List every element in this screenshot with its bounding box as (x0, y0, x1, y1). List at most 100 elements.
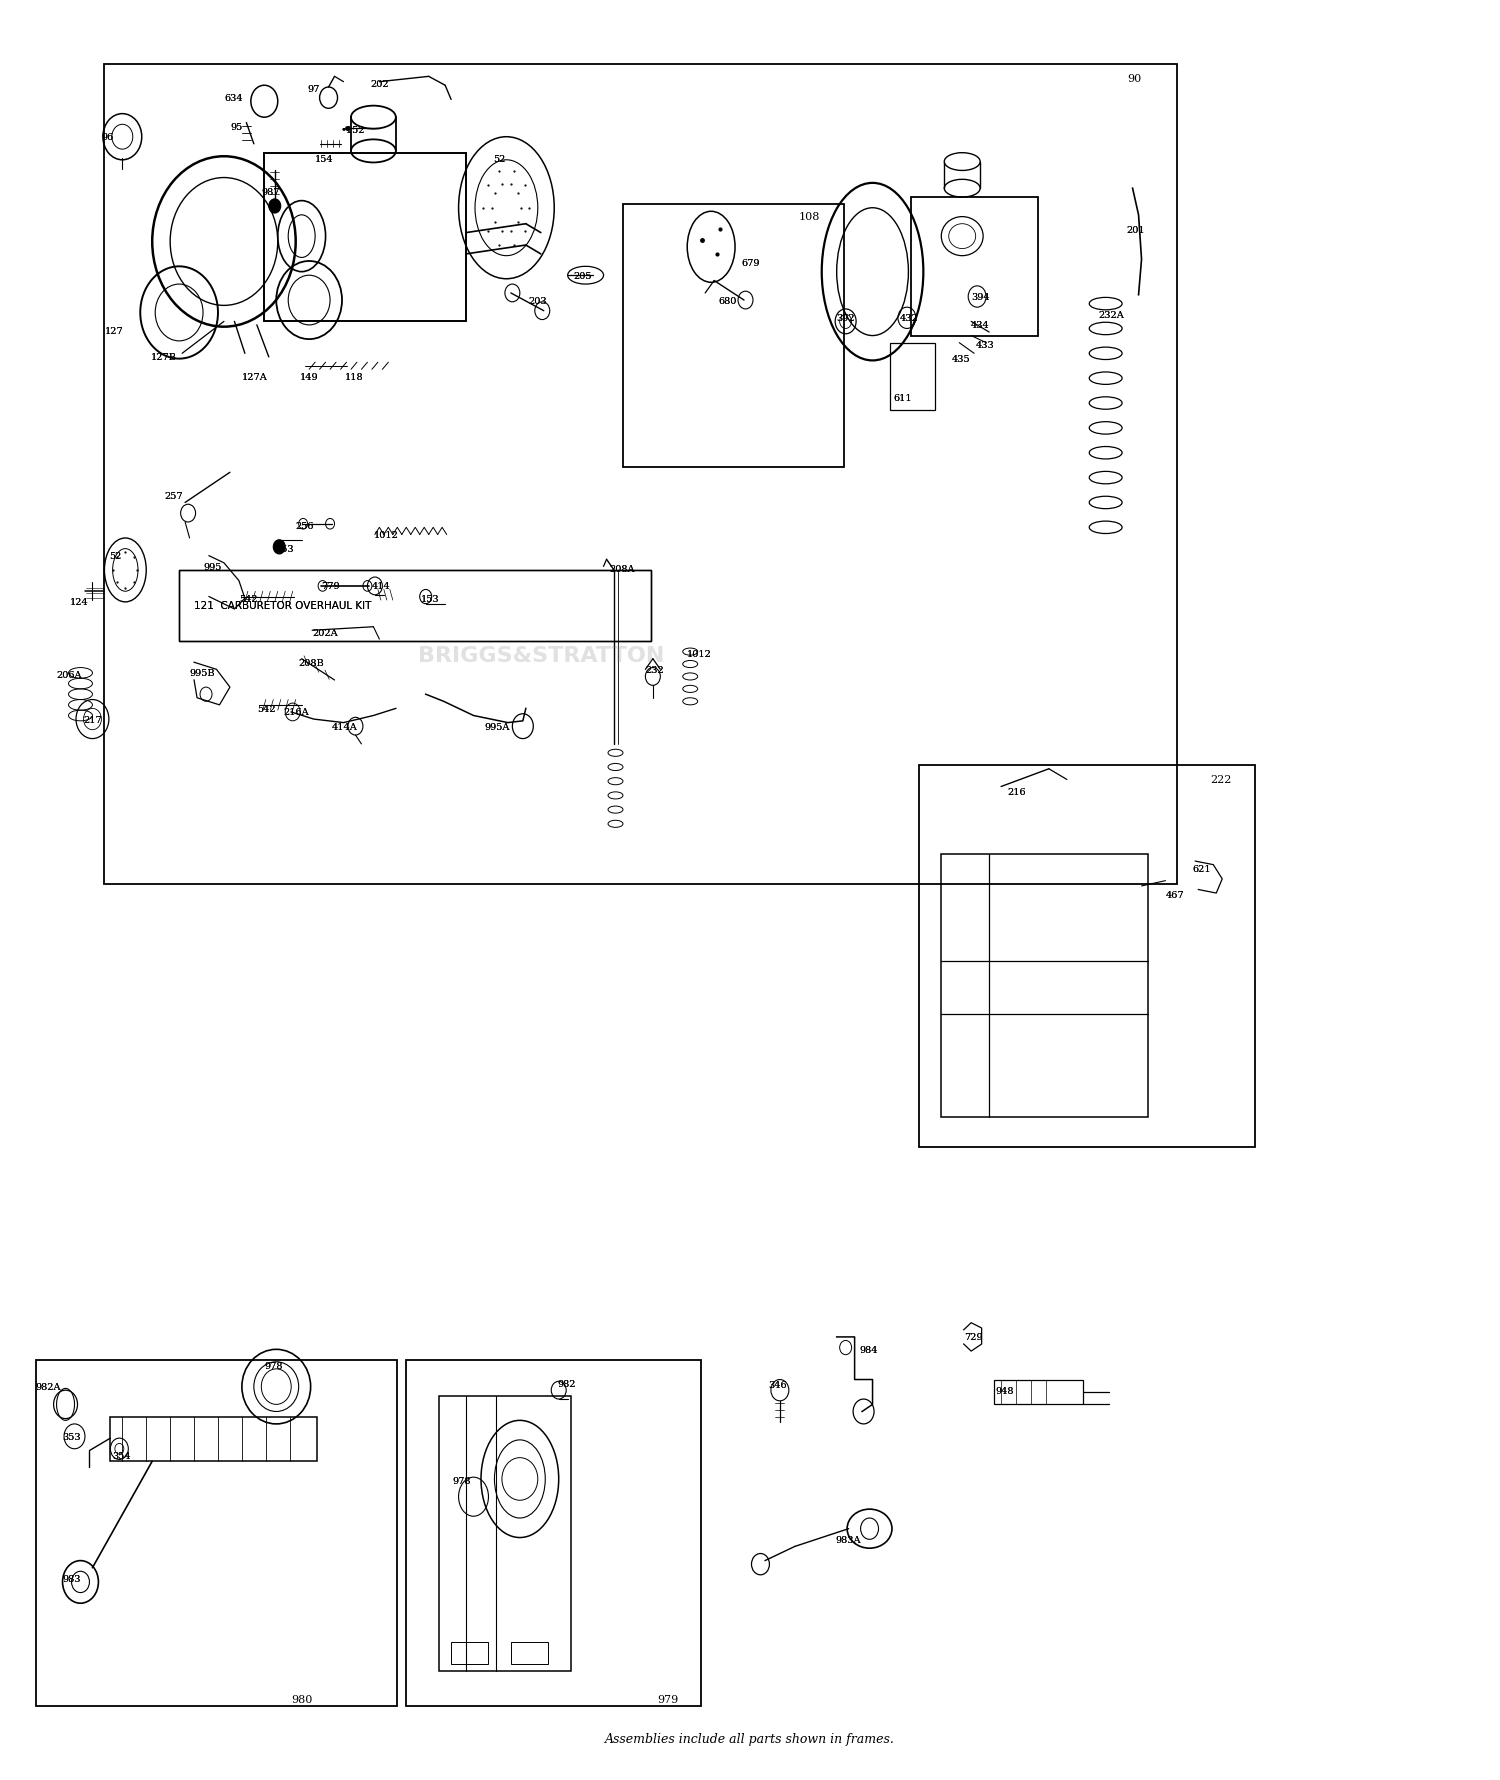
Text: 121  CARBURETOR OVERHAUL KIT: 121 CARBURETOR OVERHAUL KIT (194, 602, 372, 611)
Text: 434: 434 (970, 320, 990, 331)
Text: 948: 948 (994, 1387, 1014, 1396)
Text: 779: 779 (321, 582, 339, 591)
Bar (36, 1360, 398, 1707)
Text: 95: 95 (230, 123, 242, 132)
Text: 392: 392 (837, 313, 855, 324)
Text: 203: 203 (530, 297, 548, 306)
Text: 982A: 982A (36, 1383, 62, 1392)
Text: 433: 433 (975, 340, 994, 349)
Text: 208A: 208A (609, 564, 634, 573)
Text: 978: 978 (453, 1476, 471, 1485)
Text: 1012: 1012 (374, 530, 399, 539)
Text: 153: 153 (276, 545, 296, 554)
Text: 124: 124 (70, 598, 88, 607)
Text: 983A: 983A (836, 1534, 861, 1543)
Text: •152: •152 (340, 126, 364, 135)
Text: 257: 257 (164, 491, 183, 500)
Bar (993, 1380, 1083, 1404)
Text: 984: 984 (859, 1346, 877, 1355)
Bar (440, 1396, 570, 1671)
Text: 987: 987 (261, 189, 280, 198)
Text: 52: 52 (110, 552, 122, 561)
Text: 432: 432 (900, 313, 918, 324)
Text: 346: 346 (768, 1381, 786, 1390)
Text: 1012: 1012 (374, 530, 399, 539)
Text: 206A: 206A (57, 671, 82, 680)
Text: 1012: 1012 (687, 650, 712, 659)
Text: 97: 97 (308, 85, 320, 94)
Text: 121  CARBURETOR OVERHAUL KIT: 121 CARBURETOR OVERHAUL KIT (194, 602, 372, 611)
Text: 980: 980 (291, 1695, 312, 1703)
Text: 621: 621 (1192, 865, 1210, 874)
Text: 995: 995 (202, 562, 222, 571)
Text: 256: 256 (296, 522, 314, 530)
Bar (406, 1360, 700, 1707)
Text: 542: 542 (256, 705, 276, 714)
Text: 154: 154 (315, 155, 333, 164)
Text: 208B: 208B (298, 659, 324, 668)
Text: 149: 149 (300, 372, 320, 381)
Text: 995A: 995A (484, 723, 510, 732)
Text: 118: 118 (345, 372, 363, 381)
Text: 124: 124 (70, 598, 88, 607)
Text: 201: 201 (1126, 226, 1144, 235)
Text: 202A: 202A (312, 628, 338, 637)
Text: 127B: 127B (150, 352, 177, 361)
Text: 52: 52 (110, 552, 122, 561)
Text: 222: 222 (1210, 774, 1231, 785)
Text: Assemblies include all parts shown in frames.: Assemblies include all parts shown in fr… (604, 1732, 896, 1744)
Text: 948: 948 (994, 1387, 1014, 1396)
Text: 729: 729 (963, 1333, 982, 1342)
Bar (912, 198, 1038, 336)
Text: 978: 978 (264, 1362, 284, 1371)
Text: 984: 984 (859, 1346, 877, 1355)
Circle shape (268, 199, 280, 214)
Text: 982: 982 (556, 1380, 576, 1388)
Text: 987: 987 (261, 189, 280, 198)
Text: 216: 216 (1007, 789, 1026, 797)
Text: 149: 149 (300, 372, 320, 381)
Bar (920, 765, 1256, 1148)
Text: 679: 679 (741, 260, 759, 269)
Text: 216A: 216A (284, 708, 309, 717)
Text: 232A: 232A (1098, 310, 1124, 320)
Text: 435: 435 (951, 354, 970, 363)
Text: 217: 217 (84, 716, 102, 724)
Text: 232A: 232A (1098, 310, 1124, 320)
Bar (105, 64, 1178, 885)
Text: 432: 432 (900, 313, 918, 324)
Text: •152: •152 (340, 126, 364, 135)
Bar (178, 571, 651, 641)
Text: 978: 978 (453, 1476, 471, 1485)
Text: 433: 433 (975, 340, 994, 349)
Text: 154: 154 (315, 155, 333, 164)
Text: BRIGGS&STRATTON: BRIGGS&STRATTON (417, 646, 664, 666)
Text: 729: 729 (963, 1333, 982, 1342)
Text: 394: 394 (970, 294, 990, 303)
Bar (942, 854, 1148, 1118)
Text: 978: 978 (264, 1362, 284, 1371)
Text: 467: 467 (1166, 890, 1184, 901)
Bar (178, 571, 651, 641)
Text: 467: 467 (1166, 890, 1184, 901)
Text: 995: 995 (202, 562, 222, 571)
Text: 983A: 983A (836, 1534, 861, 1543)
Text: 127A: 127A (242, 372, 267, 381)
Text: 542: 542 (238, 595, 258, 603)
Text: 680: 680 (718, 297, 736, 306)
Text: 1012: 1012 (687, 650, 712, 659)
Text: 434: 434 (970, 320, 990, 331)
Text: 542: 542 (256, 705, 276, 714)
Text: 679: 679 (741, 260, 759, 269)
Text: 394: 394 (970, 294, 990, 303)
Text: 995B: 995B (189, 669, 214, 678)
Text: 354: 354 (112, 1451, 130, 1461)
Text: 208B: 208B (298, 659, 324, 668)
Text: 201: 201 (1126, 226, 1144, 235)
Text: 216: 216 (1007, 789, 1026, 797)
Text: 257: 257 (164, 491, 183, 500)
Text: 995A: 995A (484, 723, 510, 732)
Text: 995B: 995B (189, 669, 214, 678)
Text: 983: 983 (63, 1574, 81, 1582)
Text: 202A: 202A (312, 628, 338, 637)
